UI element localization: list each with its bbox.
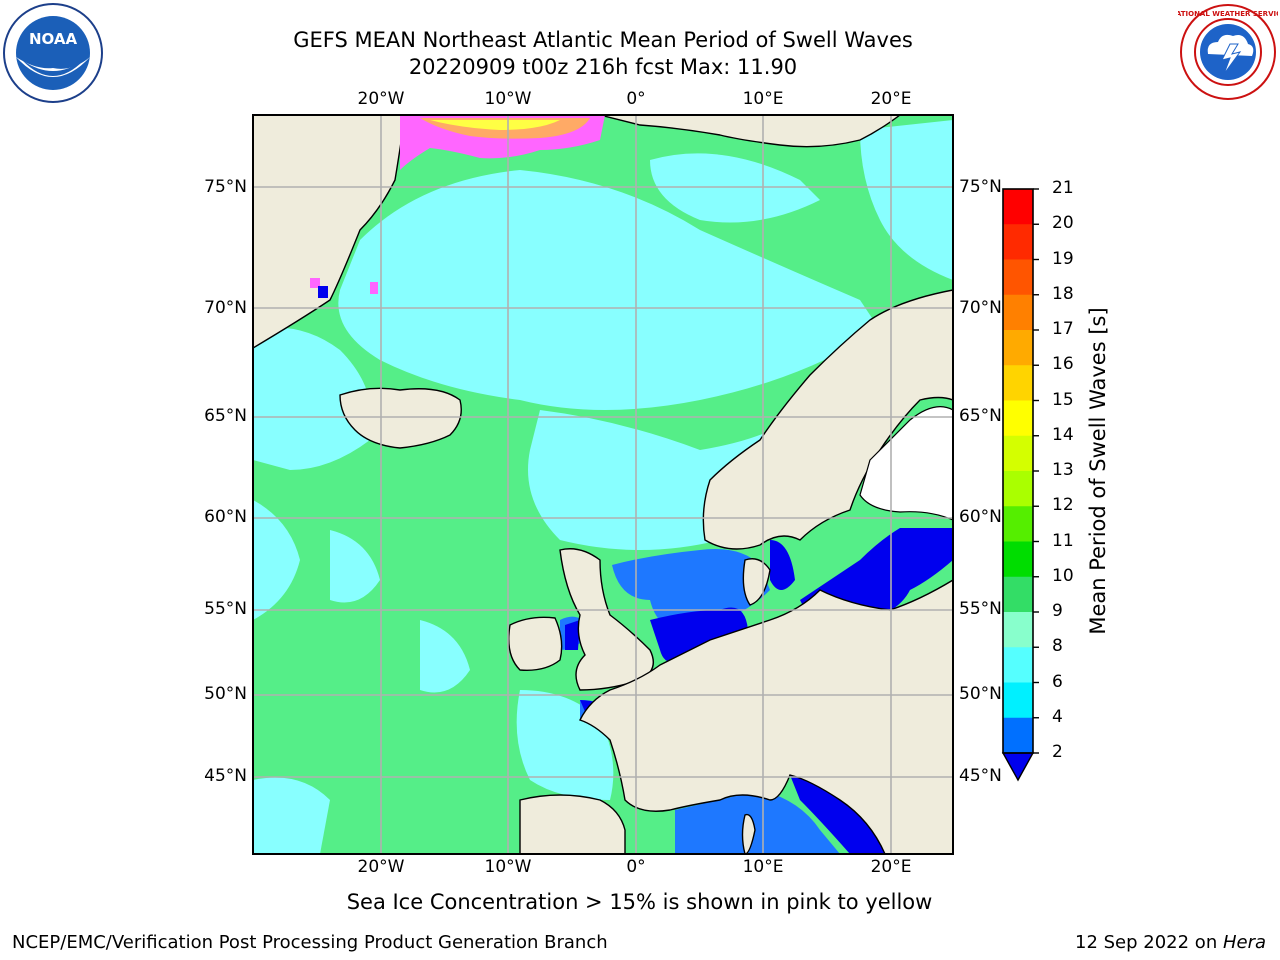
lon-label-top-10w: 10°W [484, 89, 532, 109]
colorbar-tick-label: 12 [1052, 495, 1074, 516]
lat-label-right-75n: 75°N [959, 177, 1002, 197]
lon-label-top-10e: 10°E [742, 89, 784, 109]
lon-label-top-20w: 20°W [357, 89, 405, 109]
colorbar-frame [1002, 188, 1034, 754]
colorbar-segment [1003, 189, 1033, 225]
colorbar-tick-label: 2 [1052, 742, 1063, 762]
colorbar-tick-label: 13 [1052, 460, 1074, 480]
colorbar-segment [1003, 294, 1033, 331]
nws-logo-text: NATIONAL WEATHER SERVICE [1178, 10, 1278, 18]
lat-label-left-50n: 50°N [204, 684, 247, 704]
noaa-logo-text: NOAA [29, 30, 78, 48]
sea-ice-concentration [310, 115, 605, 298]
noaa-logo: NOAA [2, 2, 104, 104]
land-continental-europe [579, 579, 953, 854]
colorbar-tick-label: 6 [1052, 671, 1063, 692]
map-title-line1: GEFS MEAN Northeast Atlantic Mean Period… [293, 28, 913, 52]
colorbar-segment [1003, 259, 1033, 296]
lat-label-left-70n: 70°N [204, 298, 247, 318]
lon-label-bottom-20w: 20°W [357, 857, 405, 877]
lon-label-bottom-20e: 20°E [870, 857, 912, 877]
land-svalbard [599, 115, 902, 148]
footer-timestamp: 12 Sep 2022 on Hera [1075, 932, 1266, 953]
lat-label-left-55n: 55°N [204, 599, 247, 619]
colorbar-segment [1003, 612, 1033, 648]
colorbar-segment [1003, 330, 1033, 366]
footer-credit: NCEP/EMC/Verification Post Processing Pr… [12, 932, 608, 953]
sea-ice-caption: Sea Ice Concentration > 15% is shown in … [346, 890, 933, 914]
lat-label-left-65n: 65°N [204, 406, 247, 426]
lat-label-left-60n: 60°N [204, 507, 247, 527]
lat-label-left-45n: 45°N [204, 766, 247, 786]
colorbar-tick-label: 10 [1052, 565, 1074, 586]
lat-label-right-70n: 70°N [959, 298, 1002, 318]
no-data-gulf-of-bothnia [859, 406, 953, 521]
lat-label-right-50n: 50°N [959, 684, 1002, 704]
colorbar-segment [1003, 506, 1033, 542]
colorbar-segment [1003, 647, 1033, 683]
colorbar [1001, 188, 1039, 782]
colorbar-tick-label: 17 [1052, 319, 1074, 339]
land-iceland [339, 387, 462, 449]
colorbar-segment [1003, 541, 1033, 578]
graticule [253, 115, 953, 854]
colorbar-tick-label: 18 [1052, 283, 1074, 304]
land-corsica-sardinia [741, 813, 756, 854]
land-masses [253, 115, 953, 854]
lat-label-right-65n: 65°N [959, 406, 1002, 426]
colorbar-segment [1003, 682, 1033, 719]
colorbar-tick-label: 15 [1052, 389, 1074, 410]
colorbar-segment [1003, 435, 1033, 472]
colorbar-segment [1003, 576, 1033, 613]
lat-label-right-60n: 60°N [959, 507, 1002, 527]
lon-label-top-0: 0° [626, 89, 646, 109]
land-ireland [508, 616, 563, 671]
footer-date: 12 Sep 2022 on [1075, 932, 1223, 953]
colorbar-segment [1003, 365, 1033, 401]
colorbar-segment [1003, 717, 1033, 754]
land-iberia [519, 794, 626, 854]
land-greenland [253, 115, 406, 349]
colorbar-tick-label: 14 [1052, 424, 1074, 445]
colorbar-segment [1003, 400, 1033, 437]
lon-label-top-20e: 20°E [870, 89, 912, 109]
colorbar-segment [1003, 224, 1033, 260]
map-area [253, 115, 953, 854]
colorbar-title: Mean Period of Swell Waves [s] [1086, 307, 1110, 635]
lon-label-bottom-10e: 10°E [742, 857, 784, 877]
colorbar-segments [1003, 188, 1039, 754]
map-title-line2: 20220909 t00z 216h fcst Max: 11.90 [408, 55, 798, 79]
colorbar-segment [1003, 471, 1033, 507]
colorbar-tick-label: 21 [1052, 178, 1074, 198]
colorbar-under-arrow [1001, 752, 1035, 782]
lon-label-bottom-0: 0° [626, 857, 646, 877]
nws-logo: NATIONAL WEATHER SERVICE [1170, 2, 1280, 102]
lon-label-bottom-10w: 10°W [484, 857, 532, 877]
colorbar-tick-label: 8 [1052, 636, 1063, 657]
lat-label-right-55n: 55°N [959, 599, 1002, 619]
colorbar-tick-label: 16 [1052, 354, 1074, 375]
colorbar-tick-label: 9 [1052, 601, 1063, 621]
lat-label-left-75n: 75°N [204, 177, 247, 197]
footer-host: Hera [1222, 932, 1266, 953]
colorbar-tick-label: 19 [1052, 248, 1074, 269]
lat-label-right-45n: 45°N [959, 766, 1002, 786]
colorbar-tick-label: 20 [1052, 213, 1074, 234]
colorbar-tick-label: 11 [1052, 530, 1074, 551]
map-frame [252, 114, 954, 855]
colorbar-tick-label: 4 [1052, 706, 1063, 727]
